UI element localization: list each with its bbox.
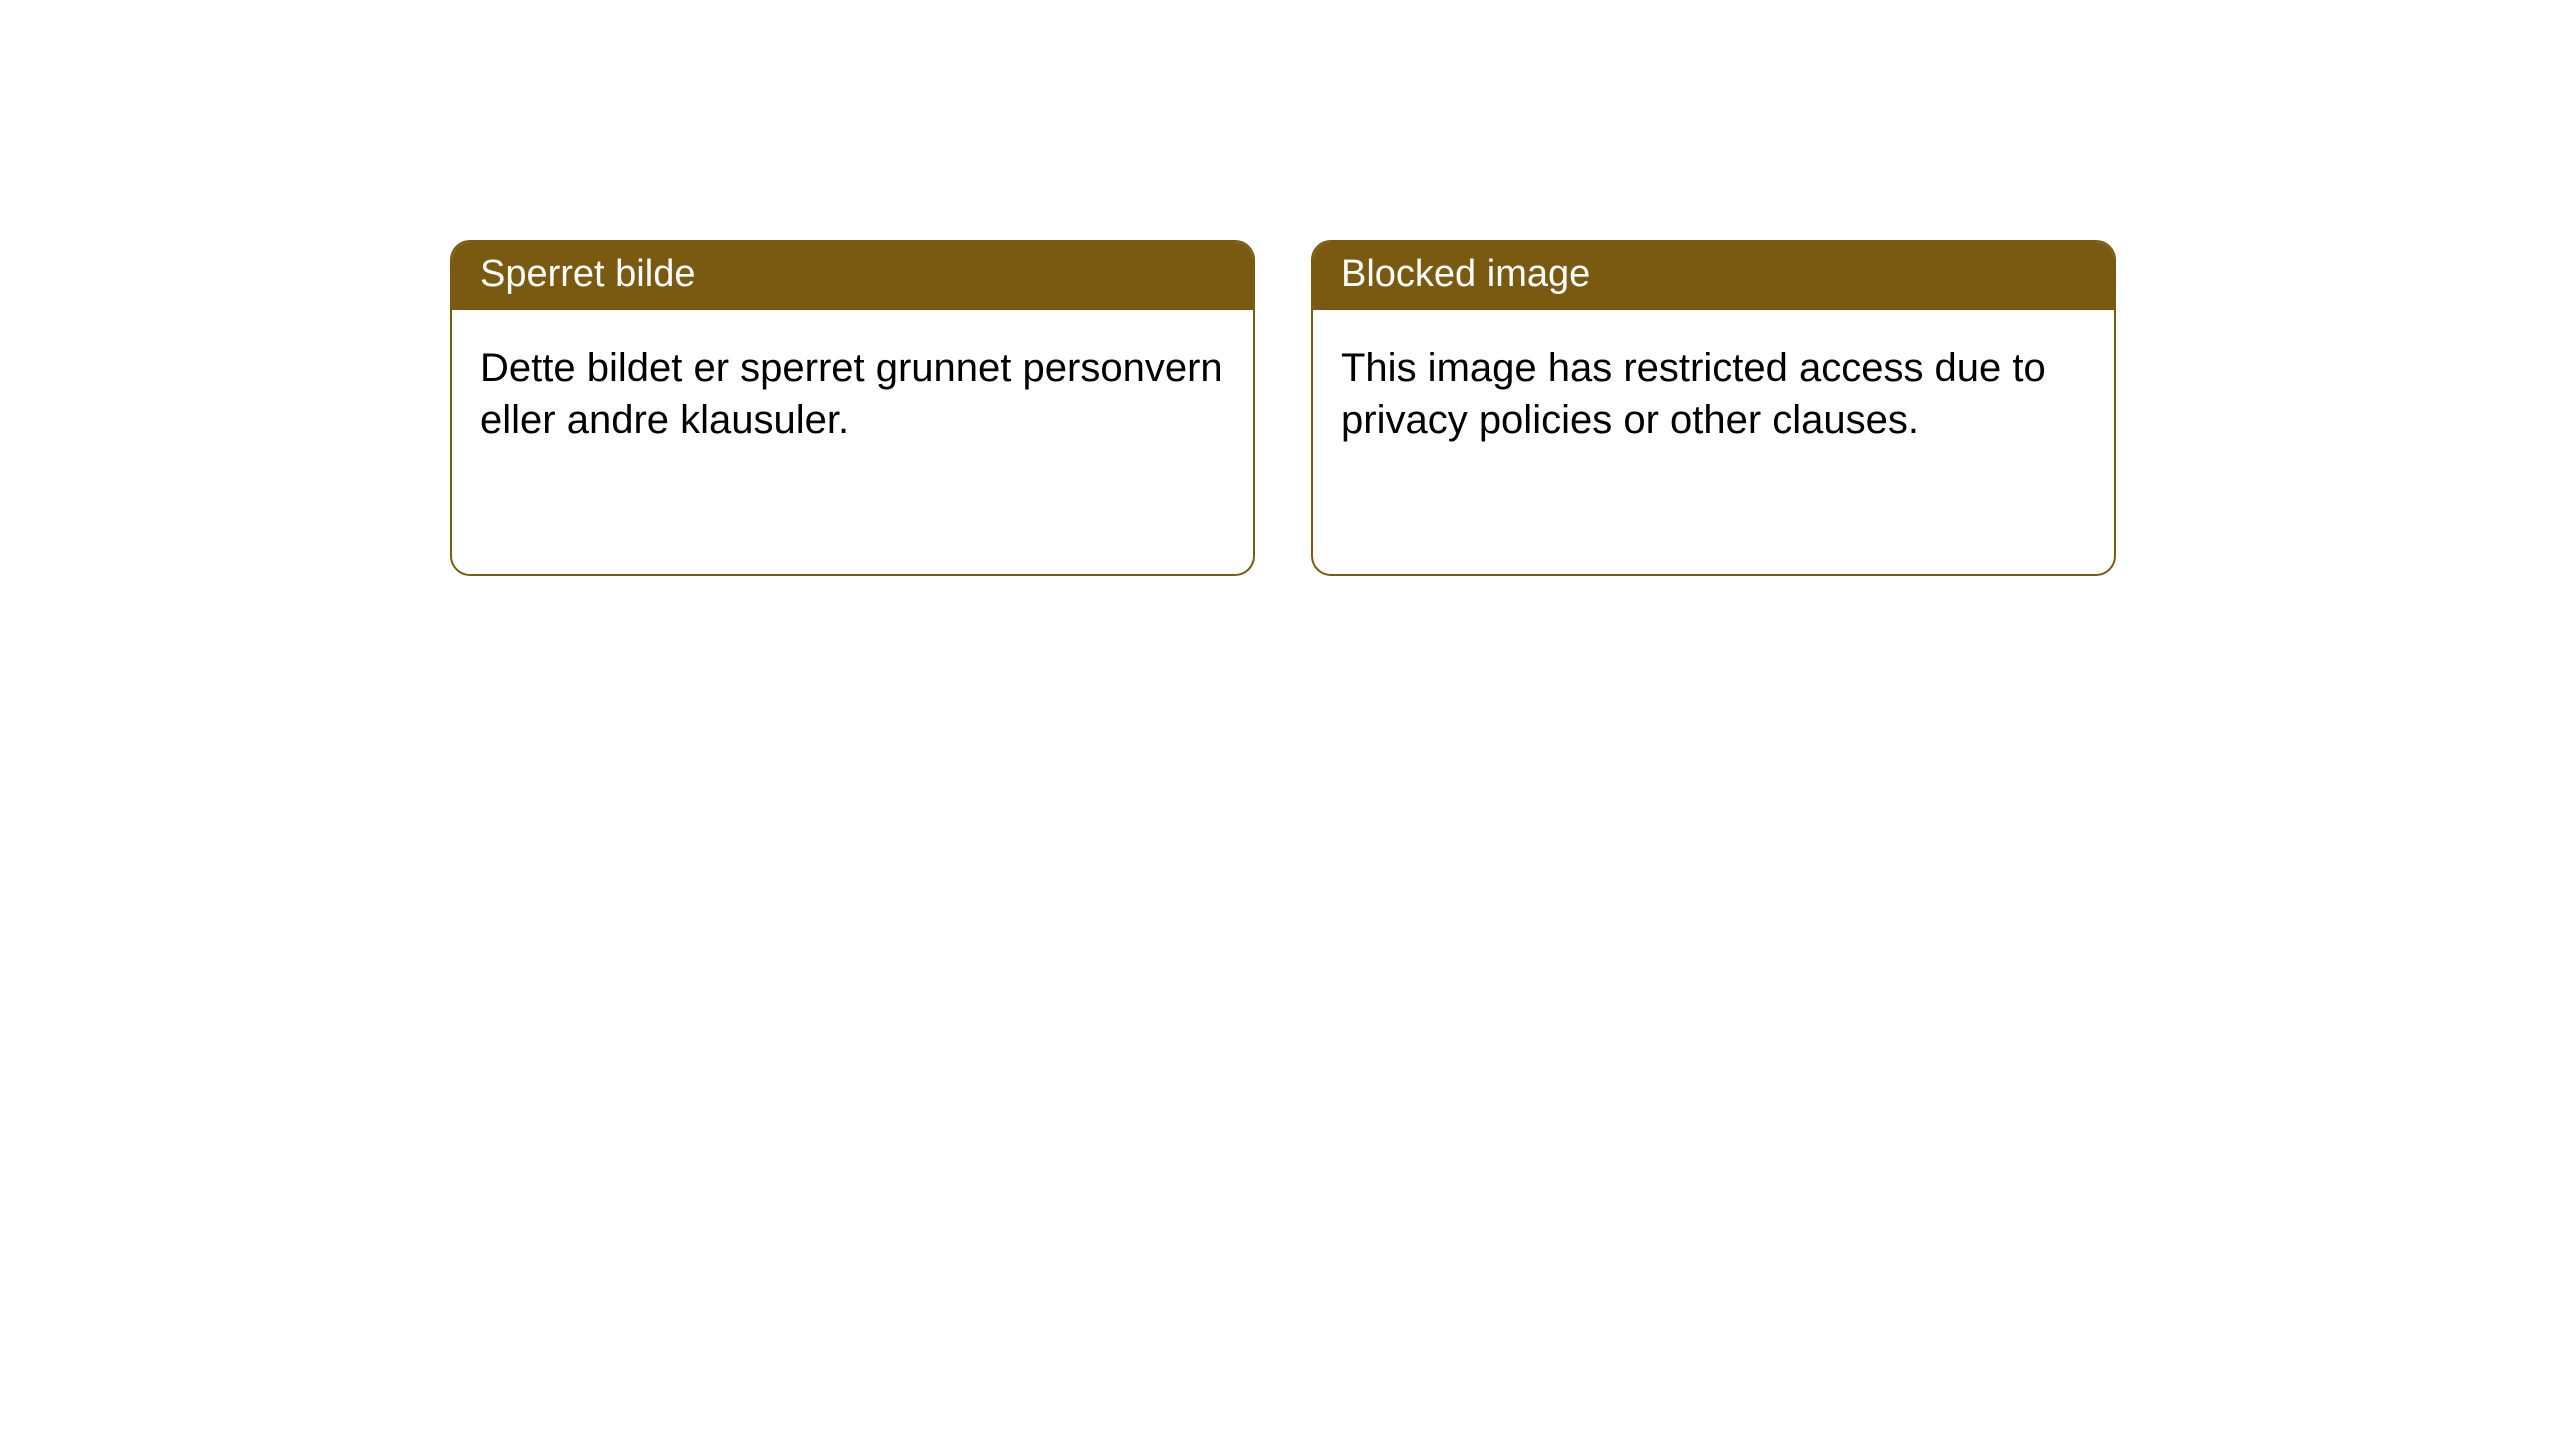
card-body-text: This image has restricted access due to … xyxy=(1341,346,2046,442)
card-title: Blocked image xyxy=(1341,253,1590,295)
card-header: Blocked image xyxy=(1313,242,2114,310)
notice-cards-container: Sperret bilde Dette bildet er sperret gr… xyxy=(0,0,2560,576)
card-body: This image has restricted access due to … xyxy=(1313,310,2114,478)
card-body: Dette bildet er sperret grunnet personve… xyxy=(452,310,1253,478)
blocked-image-card-en: Blocked image This image has restricted … xyxy=(1311,240,2116,576)
card-body-text: Dette bildet er sperret grunnet personve… xyxy=(480,346,1223,442)
card-title: Sperret bilde xyxy=(480,253,695,295)
card-header: Sperret bilde xyxy=(452,242,1253,310)
blocked-image-card-no: Sperret bilde Dette bildet er sperret gr… xyxy=(450,240,1255,576)
